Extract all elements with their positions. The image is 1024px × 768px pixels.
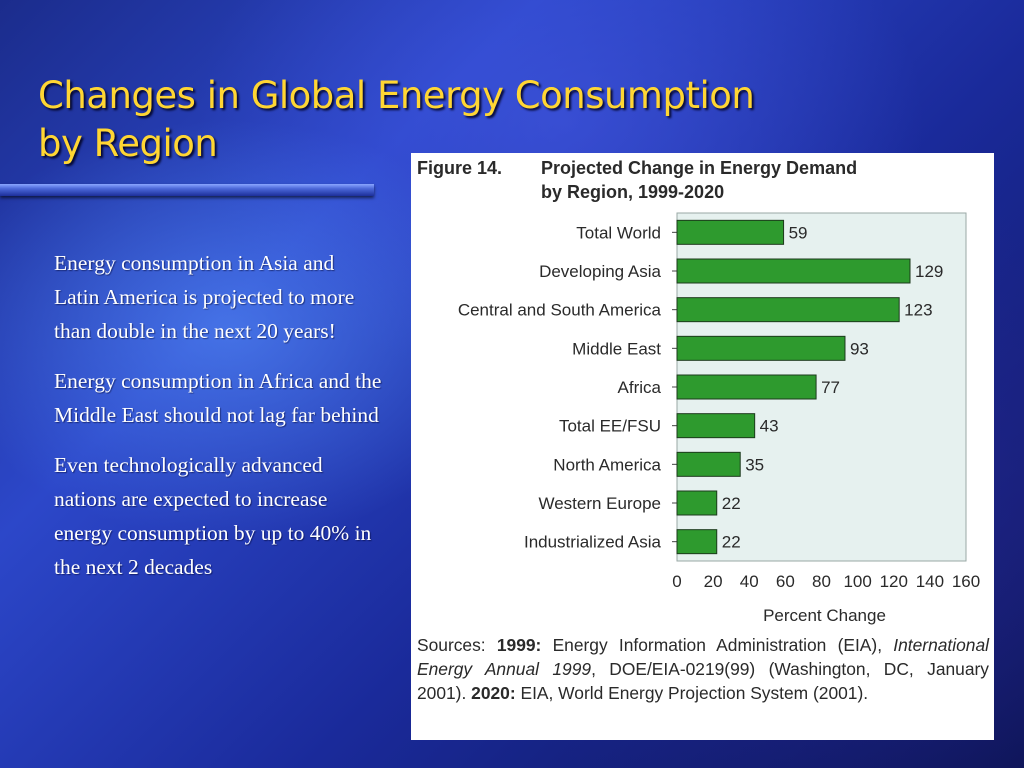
data-label: 77 — [821, 378, 840, 397]
category-label: Central and South America — [458, 301, 662, 320]
sources-text-1: Sources: — [417, 635, 497, 655]
figure-sources: Sources: 1999: Energy Information Admini… — [417, 633, 989, 705]
data-label: 59 — [789, 223, 808, 242]
figure-number: Figure 14. — [417, 158, 503, 178]
bar — [676, 258, 911, 284]
data-label: 123 — [904, 301, 932, 320]
data-label: 22 — [722, 494, 741, 513]
title-underline — [0, 184, 374, 196]
figure-title-line2: by Region, 1999-2020 — [541, 182, 725, 202]
slide-title-line1: Changes in Global Energy Consumption — [38, 74, 755, 117]
slide-title: Changes in Global Energy Consumption by … — [38, 72, 838, 168]
bar-chart: Total World 59 Developing Asia 129 Central a… — [458, 212, 980, 625]
x-tick-label: 100 — [843, 572, 871, 591]
sources-text-4: EIA, World Energy Projection System (200… — [515, 683, 869, 703]
sources-publication: International Energy Annual 1999 — [417, 635, 989, 679]
category-label: Africa — [618, 378, 662, 397]
x-tick-label: 40 — [740, 572, 759, 591]
figure-panel: Figure 14. Projected Change in Energy De… — [411, 153, 994, 740]
bar — [676, 413, 756, 439]
bar — [676, 335, 846, 361]
x-tick-label: 0 — [672, 572, 681, 591]
x-tick-label: 20 — [704, 572, 723, 591]
category-label: Industrialized Asia — [524, 533, 662, 552]
sources-text-3: , DOE/EIA-0219(99) (Washington, DC, Janu… — [417, 659, 989, 703]
x-tick-label: 60 — [776, 572, 795, 591]
bullet-item-3: Even technologically advanced nations ar… — [54, 453, 372, 579]
category-label: North America — [553, 455, 661, 474]
x-tick-label: 140 — [916, 572, 944, 591]
category-label: Western Europe — [538, 494, 661, 513]
bar — [676, 297, 900, 323]
data-label: 43 — [760, 417, 779, 436]
x-tick-label: 80 — [812, 572, 831, 591]
category-label: Total EE/FSU — [559, 417, 661, 436]
bullet-item-1: Energy consumption in Asia and Latin Ame… — [54, 251, 355, 343]
data-label: 22 — [722, 533, 741, 552]
x-tick-label: 160 — [952, 572, 980, 591]
slide-title-line2: by Region — [38, 122, 218, 165]
bullet-list: Energy consumption in Asia and Latin Ame… — [54, 246, 384, 600]
bullet-item-2: Energy consumption in Africa and the Mid… — [54, 369, 382, 427]
sources-year-1999: 1999: — [496, 635, 542, 655]
bar — [676, 219, 785, 245]
data-label: 93 — [850, 339, 869, 358]
category-label: Developing Asia — [539, 262, 661, 281]
data-label: 35 — [745, 455, 764, 474]
bar — [676, 374, 817, 400]
bar — [676, 490, 718, 516]
sources-text-2: Energy Information Administration (EIA), — [541, 635, 894, 655]
figure-title-line1: Projected Change in Energy Demand — [541, 158, 858, 178]
sources-year-2020: 2020: — [471, 683, 516, 703]
x-tick-label: 120 — [880, 572, 908, 591]
bar — [676, 451, 741, 477]
category-label: Total World — [576, 223, 661, 242]
data-label: 129 — [915, 262, 943, 281]
bar — [676, 529, 718, 555]
x-axis-label: Percent Change — [763, 606, 886, 625]
category-label: Middle East — [572, 339, 661, 358]
